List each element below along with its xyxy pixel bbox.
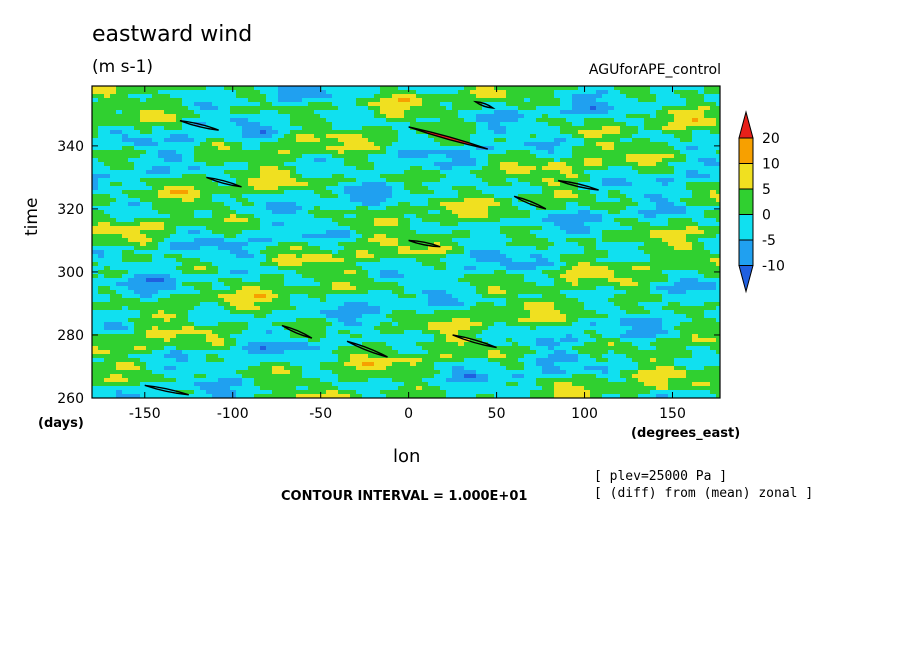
y-tick-label: 280 [57, 328, 84, 344]
colorbar-min-arrow [738, 265, 754, 294]
contour-20-9 [179, 119, 219, 131]
contour-20-5 [206, 176, 242, 188]
colorbar-label: 5 [762, 182, 771, 198]
chart-title: eastward wind [92, 22, 253, 47]
colorbar-label: 0 [762, 208, 771, 224]
contour-20-10 [473, 100, 496, 109]
wind-field [92, 86, 720, 398]
x-tick-label: -50 [309, 406, 332, 422]
diff-note: [ (diff) from (mean) zonal ] [594, 486, 814, 501]
colorbar: 20 10 5 0 -5 -10 [738, 110, 785, 294]
y-tick-label: 320 [57, 202, 84, 218]
x-tick-label: 150 [659, 406, 686, 422]
contour-20-3 [346, 340, 388, 358]
contour-20-1 [513, 195, 547, 210]
x-axis-label: lon [393, 446, 421, 467]
x-tick-label: -150 [129, 406, 161, 422]
colorbar-segment [738, 137, 754, 164]
y-tick-label: 300 [57, 265, 84, 281]
contour-20-8 [408, 239, 441, 248]
colorbar-max-arrow [738, 110, 754, 139]
colorbar-label: 10 [762, 157, 780, 173]
plot-frame [91, 85, 721, 399]
colorbar-label: -5 [762, 233, 776, 249]
colorbar-segment [738, 239, 754, 266]
y-axis: 260 280 300 320 340 [57, 139, 720, 407]
chart-units: (m s-1) [92, 57, 154, 77]
contour-20-0 [408, 126, 489, 150]
y-axis-units: (days) [38, 416, 84, 431]
y-tick-label: 260 [57, 391, 84, 407]
contour-interval-text: CONTOUR INTERVAL = 1.000E+01 [281, 489, 528, 504]
colorbar-label: 20 [762, 131, 780, 147]
y-tick-label: 340 [57, 139, 84, 155]
dataset-label: AGUforAPE_control [588, 62, 721, 78]
colorbar-segment [738, 214, 754, 241]
x-axis: -150 -100 -50 0 50 100 150 [129, 86, 686, 422]
x-tick-label: 0 [404, 406, 413, 422]
contour-20-4 [144, 384, 189, 396]
colorbar-segment [738, 188, 754, 215]
contour-20-7 [557, 179, 599, 191]
x-axis-units: (degrees_east) [631, 426, 741, 441]
x-tick-label: 50 [488, 406, 506, 422]
x-tick-label: -100 [217, 406, 249, 422]
contour-lines [144, 100, 599, 396]
plev-note: [ plev=25000 Pa ] [594, 469, 728, 484]
contour-20-6 [452, 334, 497, 349]
x-tick-label: 100 [571, 406, 598, 422]
colorbar-segment [738, 163, 754, 190]
contour-20-2 [281, 324, 313, 339]
colorbar-label: -10 [762, 259, 785, 275]
